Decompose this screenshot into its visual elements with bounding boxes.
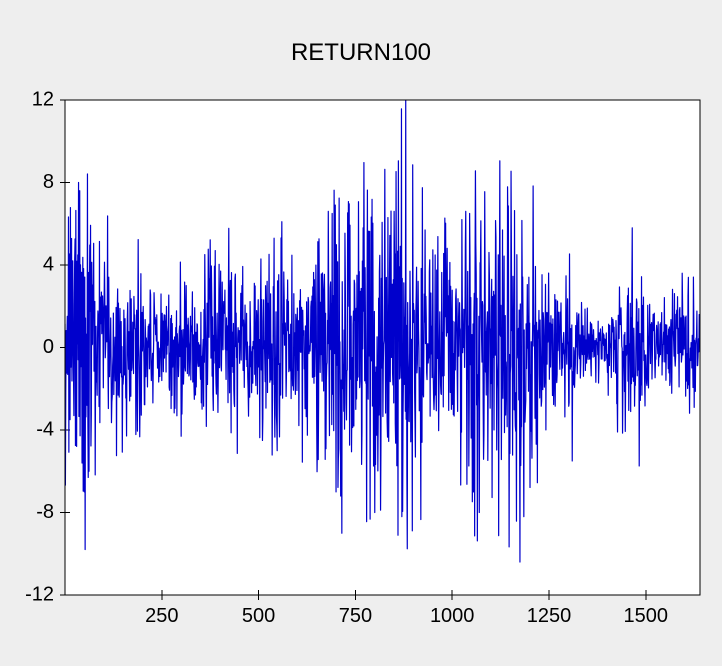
y-tick-label: -4: [36, 418, 54, 440]
y-tick-label: 0: [43, 336, 54, 358]
y-tick-label: -8: [36, 501, 54, 523]
y-tick-label: 8: [43, 171, 54, 193]
x-tick-label: 250: [145, 605, 178, 627]
y-tick-label: -12: [25, 583, 54, 605]
y-tick-label: 4: [43, 253, 54, 275]
chart-title: RETURN100: [291, 39, 431, 66]
chart-svg: RETURN100 -12 -8 -4 0 4 8 12 250 500 750 1000 1250 15…: [0, 0, 722, 666]
x-tick-label: 500: [242, 605, 275, 627]
y-tick-label: 12: [32, 88, 54, 110]
x-tick-label: 750: [339, 605, 372, 627]
x-tick-label: 1000: [430, 605, 475, 627]
x-tick-label: 1500: [624, 605, 669, 627]
x-tick-label: 1250: [527, 605, 572, 627]
chart-container: RETURN100 -12 -8 -4 0 4 8 12 250 500 750 1000 1250 15…: [0, 0, 722, 666]
